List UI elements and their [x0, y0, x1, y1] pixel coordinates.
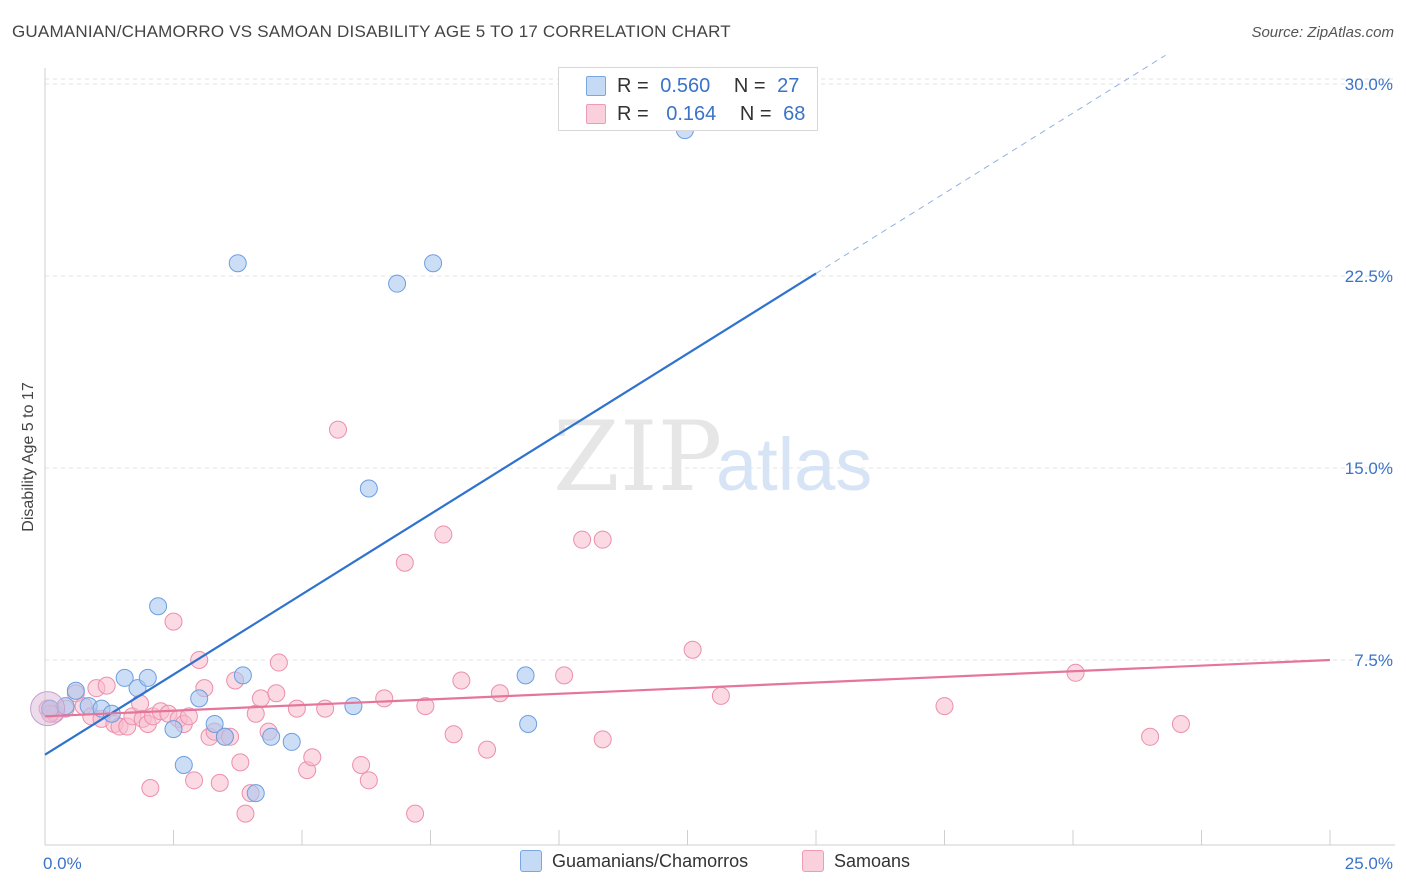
samoan-point: [444, 725, 463, 744]
legend-r-label: R =: [617, 102, 649, 125]
legend-n-label: N =: [739, 102, 772, 125]
samoan-point: [1066, 663, 1085, 682]
y-tick-label: 7.5%: [1354, 651, 1393, 670]
guamanian-point: [66, 681, 85, 700]
guamanian-point: [138, 668, 157, 687]
legend-n-label: N =: [733, 74, 766, 97]
guamanian-point: [215, 727, 234, 746]
samoan-trend-line: [44, 658, 1331, 718]
legend-r-value: 0.560: [660, 74, 711, 97]
samoan-point: [683, 640, 702, 659]
y-tick-label: 30.0%: [1345, 75, 1393, 94]
legend-label-samoans: Samoans: [834, 850, 911, 871]
samoan-point: [267, 684, 286, 703]
correlation-legend: R = 0.560 N = 27 R = 0.164 N = 68: [558, 67, 818, 131]
guamanian-point: [282, 732, 301, 751]
legend-n-value: 68: [783, 102, 806, 125]
gridlines: [45, 78, 1395, 661]
watermark-atlas: atlas: [716, 423, 872, 506]
samoan-point: [1171, 715, 1190, 733]
samoan-point: [573, 530, 592, 549]
legend-n-value: 27: [777, 74, 800, 97]
samoan-point: [352, 755, 371, 774]
chart-title: GUAMANIAN/CHAMORRO VS SAMOAN DISABILITY …: [12, 22, 731, 41]
guamanian-point: [246, 784, 265, 803]
samoan-point: [287, 699, 306, 718]
source-label: Source: ZipAtlas.com: [1251, 24, 1394, 41]
samoan-point: [164, 612, 183, 631]
guamanian-point: [519, 715, 538, 733]
legend-swatch-blue: [586, 76, 606, 96]
samoan-point: [935, 697, 954, 716]
cluster-point: [30, 691, 66, 727]
samoan-point: [593, 730, 612, 749]
legend-label-guamanians: Guamanians/Chamorros: [552, 850, 749, 871]
guamanian-point: [174, 755, 193, 774]
samoan-point: [406, 804, 425, 823]
y-axis-label: Disability Age 5 to 17: [20, 382, 37, 532]
samoan-point: [185, 771, 204, 790]
y-axis-label-group: Disability Age 5 to 17: [20, 382, 37, 532]
x-tick-label: 25.0%: [1345, 854, 1393, 873]
samoan-point: [179, 707, 198, 726]
x-tick-label: 0.0%: [43, 854, 82, 873]
guamanian-point: [149, 597, 168, 616]
legend-r-label: R =: [617, 74, 649, 97]
samoan-point: [416, 697, 435, 716]
samoan-point: [711, 686, 730, 705]
samoan-point: [97, 676, 116, 695]
samoan-point: [236, 804, 255, 823]
guamanian-point: [190, 689, 209, 708]
series-legend: Guamanians/Chamorros Samoans: [0, 850, 1406, 878]
samoan-point: [593, 530, 612, 549]
samoan-point: [1141, 727, 1160, 746]
legend-swatch-pink: [802, 850, 824, 872]
guamanian-trend-line: [44, 272, 817, 756]
legend-swatch-blue: [520, 850, 542, 872]
legend-swatch-pink: [586, 104, 606, 124]
y-tick-label: 22.5%: [1345, 267, 1393, 286]
watermark-zip: ZIP: [553, 401, 722, 513]
samoan-point: [478, 740, 497, 759]
guamanian-point: [233, 666, 252, 685]
guamanian-point: [388, 274, 407, 293]
samoan-point: [131, 694, 150, 713]
legend-item-samoans: Samoans: [802, 850, 910, 872]
guamanian-point: [344, 697, 363, 716]
guamanian-point: [424, 254, 443, 273]
samoan-point: [452, 671, 471, 690]
samoan-point: [375, 689, 394, 708]
guamanian-point: [228, 254, 247, 273]
samoan-point: [328, 420, 347, 439]
legend-r-value: 0.164: [666, 102, 717, 125]
guamanian-trend-extension: [815, 54, 1166, 274]
guamanian-point: [516, 666, 535, 685]
samoan-point: [141, 779, 160, 797]
guamanian-point: [205, 715, 224, 733]
samoan-point: [210, 773, 229, 792]
samoan-point: [269, 653, 288, 672]
legend-item-guamanians: Guamanians/Chamorros: [520, 850, 748, 872]
samoan-point: [395, 553, 414, 572]
guamanian-point: [115, 668, 134, 687]
samoan-point: [555, 666, 574, 685]
guamanian-point: [164, 720, 183, 739]
guamanian-point: [262, 727, 281, 746]
samoan-point: [490, 684, 509, 703]
tick-labels: 7.5% 15.0% 22.5% 30.0% 0.0% 25.0%: [43, 75, 1393, 873]
trend-lines: [44, 54, 1331, 756]
samoan-point: [231, 753, 250, 772]
samoan-point: [303, 748, 322, 767]
axes: [44, 68, 1395, 846]
samoan-point: [251, 689, 270, 708]
y-tick-label: 15.0%: [1345, 459, 1393, 478]
samoan-point: [434, 525, 453, 544]
guamanian-point: [359, 479, 378, 498]
samoan-point: [359, 771, 378, 790]
